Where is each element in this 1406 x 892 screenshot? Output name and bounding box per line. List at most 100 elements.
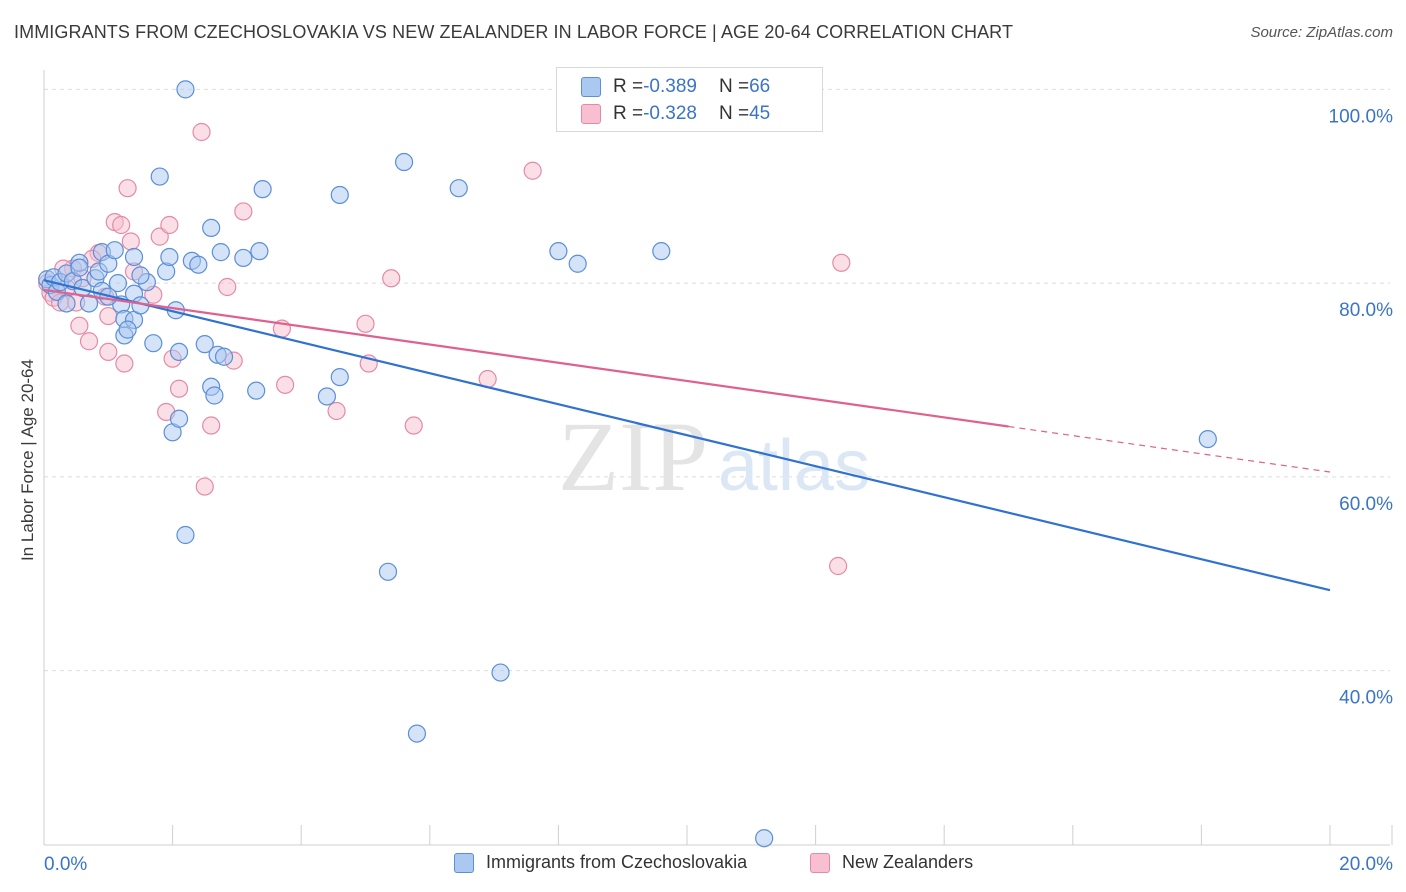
- data-point-blue: [118, 320, 137, 339]
- data-point-blue: [317, 387, 337, 406]
- data-point-pink: [832, 253, 851, 272]
- data-point-blue: [176, 525, 195, 545]
- bottom-legend-label: New Zealanders: [842, 852, 974, 872]
- data-point-blue: [124, 247, 144, 267]
- trend-line-blue: [43, 279, 1331, 592]
- data-point-pink: [195, 477, 214, 496]
- data-point-pink: [523, 161, 542, 180]
- data-point-pink: [192, 122, 211, 142]
- data-point-pink: [79, 332, 99, 351]
- data-point-pink: [112, 215, 131, 235]
- legend-r-label: R =: [613, 76, 644, 97]
- data-point-pink: [829, 556, 848, 576]
- bottom-legend: Immigrants from Czechoslovakia New Zeala…: [0, 852, 1406, 876]
- data-point-pink: [234, 202, 253, 221]
- data-point-blue: [150, 167, 169, 186]
- data-point-blue: [549, 242, 568, 261]
- y-tick-labels: 40.0% 60.0% 80.0% 100.0%: [1329, 106, 1394, 708]
- axes: [43, 70, 1393, 846]
- data-point-blue: [234, 248, 253, 268]
- data-point-pink: [160, 215, 179, 235]
- data-point-pink: [115, 354, 134, 373]
- data-point-pink: [99, 342, 118, 362]
- data-point-blue: [169, 342, 189, 362]
- legend-n-label: N =: [718, 76, 750, 97]
- data-point-pink: [276, 375, 295, 394]
- bottom-legend-label: Immigrants from Czechoslovakia: [486, 852, 748, 872]
- data-point-pink: [327, 401, 346, 421]
- bottom-legend-swatch-pink: [810, 852, 830, 873]
- trend-line-pink: [43, 288, 1009, 428]
- data-point-blue: [214, 347, 234, 366]
- source-label: Source: ZipAtlas.com: [1250, 24, 1393, 41]
- data-point-blue: [247, 381, 266, 400]
- data-point-blue: [378, 562, 398, 581]
- watermark-zip: ZIP: [558, 401, 708, 512]
- x-tick-label: 0.0%: [44, 854, 87, 875]
- legend-swatch-blue: [581, 77, 601, 97]
- data-point-blue: [144, 334, 163, 353]
- data-point-blue: [330, 367, 349, 387]
- series-new-zealanders: [38, 122, 851, 576]
- data-point-blue: [449, 179, 468, 198]
- y-tick-label: 60.0%: [1339, 494, 1393, 515]
- x-tick-labels: 0.0% 20.0%: [44, 854, 1393, 875]
- data-point-pink: [382, 269, 401, 288]
- data-point-pink: [118, 179, 137, 198]
- chart-title: IMMIGRANTS FROM CZECHOSLOVAKIA VS NEW ZE…: [14, 22, 1014, 42]
- legend-swatch-pink: [581, 104, 601, 124]
- data-point-blue: [250, 242, 269, 261]
- bottom-legend-new-zealanders: New Zealanders: [810, 852, 973, 873]
- data-point-blue: [253, 180, 272, 199]
- x-tick-label: 20.0%: [1339, 854, 1393, 875]
- data-point-pink: [404, 416, 423, 435]
- data-point-pink: [169, 379, 189, 398]
- legend-row-new-zealanders: R = -0.328 N = 45: [581, 103, 770, 125]
- data-point-blue: [160, 247, 179, 267]
- data-point-blue: [755, 829, 774, 848]
- watermark: ZIP atlas: [558, 401, 870, 512]
- legend-r-value: -0.389: [643, 76, 697, 97]
- data-point-pink: [356, 314, 375, 333]
- data-point-blue: [108, 274, 128, 293]
- data-point-blue: [195, 335, 214, 354]
- grid-lines: [44, 88, 1390, 672]
- y-tick-label: 80.0%: [1339, 300, 1393, 321]
- data-point-blue: [176, 80, 195, 99]
- data-point-blue: [131, 266, 150, 285]
- data-point-pink: [150, 227, 169, 246]
- data-point-blue: [202, 218, 221, 238]
- legend-n-label: N =: [718, 103, 750, 124]
- bottom-legend-czechoslovakia: Immigrants from Czechoslovakia: [454, 852, 747, 873]
- legend-box: R = -0.389 N = 66 R = -0.328 N = 45: [556, 67, 823, 132]
- data-point-blue: [189, 255, 208, 274]
- data-point-pink: [202, 416, 221, 435]
- trend-lines: [43, 279, 1331, 592]
- data-point-blue: [652, 242, 671, 261]
- legend-row-czechoslovakia: R = -0.389 N = 66: [581, 76, 770, 98]
- data-point-pink: [218, 277, 237, 297]
- y-tick-label: 100.0%: [1329, 106, 1394, 127]
- series-czechoslovakia: [38, 80, 1217, 848]
- legend-r-label: R =: [613, 103, 644, 124]
- data-point-blue: [330, 185, 349, 205]
- data-point-blue: [169, 409, 189, 428]
- data-point-blue: [57, 294, 76, 313]
- data-point-blue: [105, 241, 124, 260]
- data-point-blue: [211, 243, 230, 262]
- y-tick-label: 40.0%: [1339, 688, 1393, 709]
- y-axis-label: In Labor Force | Age 20-64: [18, 359, 37, 561]
- data-point-pink: [121, 232, 140, 251]
- data-point-blue: [394, 152, 414, 172]
- data-point-pink: [70, 316, 89, 335]
- data-point-blue: [1198, 429, 1217, 449]
- legend-n-value: 45: [749, 103, 771, 124]
- legend-r-value: -0.328: [643, 103, 697, 124]
- legend-n-value: 66: [749, 76, 771, 97]
- watermark-atlas: atlas: [718, 426, 870, 506]
- data-point-blue: [205, 386, 224, 405]
- data-point-blue: [568, 254, 587, 273]
- trend-line-dashed-pink: [1008, 425, 1331, 473]
- bottom-legend-swatch-blue: [454, 852, 474, 873]
